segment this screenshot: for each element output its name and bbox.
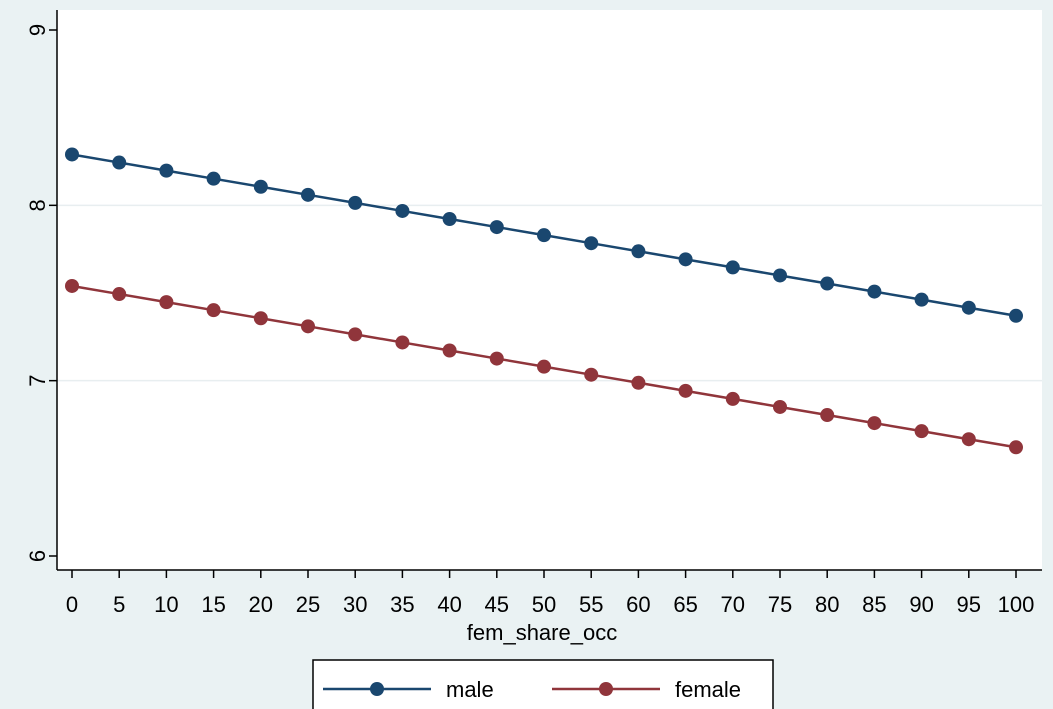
- x-tick-label: 25: [296, 592, 320, 617]
- x-tick-label: 15: [201, 592, 225, 617]
- x-tick-label: 65: [673, 592, 697, 617]
- data-point-male: [773, 268, 787, 283]
- data-point-male: [253, 179, 268, 194]
- series-layer: [65, 147, 1023, 455]
- data-point-female: [301, 319, 315, 334]
- data-point-male: [820, 276, 835, 291]
- data-point-male: [725, 260, 740, 275]
- data-point-female: [914, 424, 929, 439]
- data-point-male: [65, 147, 79, 162]
- data-point-male: [537, 228, 551, 243]
- x-tick-label: 75: [768, 592, 792, 617]
- x-tick-label: 90: [909, 592, 933, 617]
- y-tick-label: 8: [25, 199, 50, 211]
- data-point-male: [678, 252, 693, 267]
- data-point-female: [442, 343, 457, 358]
- x-tick-label: 30: [343, 592, 367, 617]
- x-tick-label: 5: [113, 592, 125, 617]
- y-tick-label: 9: [25, 24, 50, 36]
- x-tick-label: 20: [249, 592, 273, 617]
- data-point-female: [820, 408, 835, 423]
- y-tick-label: 6: [25, 550, 50, 562]
- series-male: [65, 147, 1023, 323]
- data-point-male: [584, 236, 599, 251]
- data-point-male: [489, 220, 504, 235]
- data-point-female: [678, 383, 693, 398]
- x-tick-label: 95: [957, 592, 981, 617]
- data-point-male: [348, 195, 363, 210]
- x-tick-label: 40: [437, 592, 461, 617]
- data-point-male: [961, 300, 976, 315]
- data-point-female: [773, 399, 787, 414]
- data-point-male: [159, 163, 174, 178]
- data-point-female: [489, 351, 504, 366]
- data-point-male: [631, 244, 646, 259]
- data-point-female: [112, 287, 127, 302]
- data-point-female: [159, 295, 174, 310]
- x-tick-label: 0: [66, 592, 78, 617]
- data-point-male: [1009, 308, 1023, 323]
- x-tick-label: 70: [721, 592, 745, 617]
- data-point-female: [537, 359, 551, 374]
- legend-label-male: male: [446, 677, 494, 702]
- data-point-female: [584, 367, 599, 382]
- data-point-female: [206, 303, 221, 318]
- x-tick-label: 100: [998, 592, 1035, 617]
- data-point-female: [867, 416, 882, 431]
- series-female: [65, 278, 1023, 455]
- data-point-female: [1009, 440, 1023, 455]
- data-point-female: [253, 311, 268, 326]
- data-point-male: [442, 212, 457, 227]
- x-tick-label: 55: [579, 592, 603, 617]
- data-point-female: [395, 335, 410, 350]
- data-point-female: [725, 391, 740, 406]
- data-point-female: [961, 432, 976, 447]
- legend-label-female: female: [675, 677, 741, 702]
- data-point-male: [867, 284, 882, 299]
- x-tick-label: 50: [532, 592, 556, 617]
- data-point-male: [206, 171, 221, 186]
- data-point-female: [631, 375, 646, 390]
- data-point-male: [914, 292, 929, 307]
- y-tick-label: 7: [25, 375, 50, 387]
- x-tick-label: 80: [815, 592, 839, 617]
- legend-box: [312, 659, 774, 709]
- plot-area: [57, 10, 1042, 570]
- data-point-male: [395, 203, 410, 218]
- x-tick-label: 35: [390, 592, 414, 617]
- gridlines: [57, 204, 1042, 382]
- legend-marker-female: [599, 682, 613, 696]
- data-point-female: [65, 278, 79, 293]
- x-axis-title: fem_share_occ: [467, 620, 617, 645]
- data-point-male: [301, 187, 315, 202]
- legend: male female: [312, 659, 774, 709]
- data-point-male: [112, 155, 127, 170]
- data-point-female: [348, 327, 363, 342]
- legend-marker-male: [370, 682, 384, 696]
- x-tick-label: 45: [485, 592, 509, 617]
- x-tick-label: 10: [154, 592, 178, 617]
- x-tick-label: 60: [626, 592, 650, 617]
- x-tick-label: 85: [862, 592, 886, 617]
